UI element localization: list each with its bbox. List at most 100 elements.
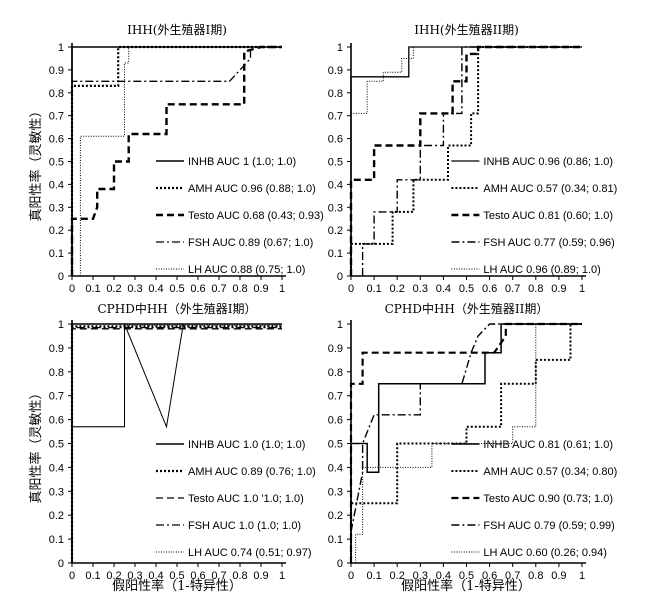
y-tick-label: 0	[337, 271, 343, 283]
x-tick-label: 0.5	[459, 283, 474, 295]
x-tick-label: 0.6	[190, 283, 205, 295]
y-tick-label: 0.5	[49, 439, 64, 451]
x-tick-label: 0.1	[85, 283, 100, 295]
y-tick-label: 0.4	[49, 462, 64, 474]
legend-label-testo: Testo AUC 0.90 (0.73; 1.0)	[483, 493, 613, 505]
panel-1: IHH(外生殖器I期) 0 0.1 0.2 0.3 0.4 0.5 0.6 0.7 0.8 0.9 1…	[49, 22, 324, 295]
legend-label-lh: LH AUC 0.88 (0.75; 1.0)	[188, 264, 305, 276]
series-line-lh	[350, 46, 582, 276]
y-tick-label: 0.1	[328, 534, 343, 546]
y-tick-label: 0.5	[49, 157, 64, 169]
y-tick-label: 0	[58, 558, 64, 570]
legend-label-testo: Testo AUC 0.81 (0.60; 1.0)	[483, 210, 613, 222]
x-tick-label: 0	[348, 283, 354, 295]
y-tick-label: 0.5	[328, 157, 343, 169]
x-tick-label: 0.9	[253, 283, 268, 295]
panel-2: IHH(外生殖器II期) 0 0.1 0.2 0.3 0.4 0.5 0.6 0.7 0.8 0.9…	[328, 22, 618, 295]
x-tick-label: 0.8	[528, 570, 543, 582]
x-tick-label: 0.5	[169, 283, 184, 295]
y-tick-label: 0.1	[328, 248, 343, 260]
series-line-fsh	[71, 46, 282, 276]
x-tick-label: 0.3	[413, 570, 428, 582]
legend-label-inhb: INHB AUC 0.81 (0.61; 1.0)	[483, 439, 613, 451]
x-tick-label: 0.8	[232, 570, 247, 582]
y-tick-label: 0.9	[49, 65, 64, 77]
y-tick-label: 0.6	[49, 134, 64, 146]
panel-4: CPHD中HH（外生殖器II期） 0 0.1 0.2 0.3 0.4 0.5 0.6 0.7 0.…	[328, 301, 618, 582]
x-tick-label: 0.7	[505, 283, 520, 295]
x-tick-label: 0.3	[127, 283, 142, 295]
y-tick-label: 0.2	[49, 510, 64, 522]
y-tick-label: 0.6	[49, 415, 64, 427]
x-tick-label: 0.4	[436, 283, 451, 295]
legend-label-inhb: INHB AUC 0.96 (0.86; 1.0)	[483, 156, 613, 168]
y-tick-label: 0.3	[49, 486, 64, 498]
y-tick-label: 0.2	[328, 225, 343, 237]
x-tick-label: 0.7	[211, 570, 226, 582]
legend-label-fsh: FSH AUC 0.79 (0.59; 0.99)	[483, 520, 614, 532]
x-tick-label: 0.2	[106, 283, 121, 295]
x-axis-label-left: 假阳性率（1-特异性）	[112, 578, 242, 594]
panel-title: IHH(外生殖器I期)	[127, 22, 227, 37]
legend-label-fsh: FSH AUC 1.0 (1.0; 1.0)	[188, 520, 301, 532]
legend-label-amh: AMH AUC 0.57 (0.34; 0.81)	[483, 183, 617, 195]
x-tick-label: 0	[348, 570, 354, 582]
legend-label-testo: Testo AUC 0.68 (0.43; 0.93)	[188, 210, 324, 222]
x-tick-label: 0.1	[366, 283, 381, 295]
series-line-fsh	[361, 46, 582, 276]
y-tick-label: 0.8	[328, 88, 343, 100]
x-tick-label: 0.7	[505, 570, 520, 582]
x-tick-label: 0.9	[551, 283, 566, 295]
x-tick-label: 0.8	[232, 283, 247, 295]
y-tick-label: 0.2	[328, 510, 343, 522]
y-tick-label: 0.4	[49, 179, 64, 191]
y-tick-label: 0.6	[328, 415, 343, 427]
x-tick-label: 0.5	[459, 570, 474, 582]
legend-label-fsh: FSH AUC 0.89 (0.67; 1.0)	[188, 237, 313, 249]
series-line-amh	[70, 325, 282, 563]
legend-label-lh: LH AUC 0.96 (0.89; 1.0)	[483, 264, 600, 276]
panel-title: IHH(外生殖器II期)	[414, 22, 519, 37]
series-line-fsh	[71, 326, 282, 563]
y-tick-label: 1	[58, 42, 64, 54]
legend-label-lh: LH AUC 0.60 (0.26; 0.94)	[483, 547, 607, 559]
x-tick-label: 0.6	[190, 570, 205, 582]
y-tick-label: 0.4	[328, 179, 343, 191]
y-tick-label: 0.2	[49, 225, 64, 237]
x-tick-label: 0.3	[413, 283, 428, 295]
y-tick-label: 1	[337, 319, 343, 331]
series-line-lh	[355, 323, 582, 563]
y-tick-label: 0.7	[328, 391, 343, 403]
x-tick-label: 0.4	[148, 283, 163, 295]
x-tick-label: 1	[579, 570, 585, 582]
y-tick-label: 0	[337, 558, 343, 570]
x-tick-label: 0.2	[390, 570, 405, 582]
legend: INHB AUC 0.81 (0.61; 1.0) AMH AUC 0.57 (0…	[451, 439, 617, 559]
y-tick-label: 0.7	[49, 111, 64, 123]
y-axis-label-top: 真阳性率（灵敏性）	[28, 104, 44, 221]
x-tick-label: 0.6	[482, 283, 497, 295]
y-tick-label: 0.3	[328, 486, 343, 498]
y-tick-label: 0.1	[49, 534, 64, 546]
y-tick-label: 0.3	[49, 202, 64, 214]
series-line-amh	[350, 46, 582, 276]
series-line-inhb	[350, 323, 582, 563]
x-axis-label-right: 假阳性率（1-特异性）	[401, 578, 531, 594]
legend-label-amh: AMH AUC 0.96 (0.88; 1.0)	[188, 183, 316, 195]
series-line-fsh	[350, 323, 582, 533]
y-tick-label: 0.9	[328, 343, 343, 355]
x-tick-label: 0	[69, 283, 75, 295]
legend-label-amh: AMH AUC 0.57 (0.34; 0.80)	[483, 466, 617, 478]
y-tick-label: 0.6	[328, 134, 343, 146]
y-tick-label: 1	[58, 319, 64, 331]
legend-label-amh: AMH AUC 0.89 (0.76; 1.0)	[188, 466, 316, 478]
x-tick-label: 0.6	[482, 570, 497, 582]
y-tick-label: 0.4	[328, 462, 343, 474]
legend: INHB AUC 1 (1.0; 1.0) AMH AUC 0.96 (0.88;…	[156, 156, 324, 276]
y-tick-label: 0.8	[49, 88, 64, 100]
y-tick-label: 0.1	[49, 248, 64, 260]
x-tick-label: 1	[279, 570, 285, 582]
panel-title: CPHD中HH（外生殖器I期）	[97, 301, 256, 316]
x-tick-label: 0.2	[106, 570, 121, 582]
